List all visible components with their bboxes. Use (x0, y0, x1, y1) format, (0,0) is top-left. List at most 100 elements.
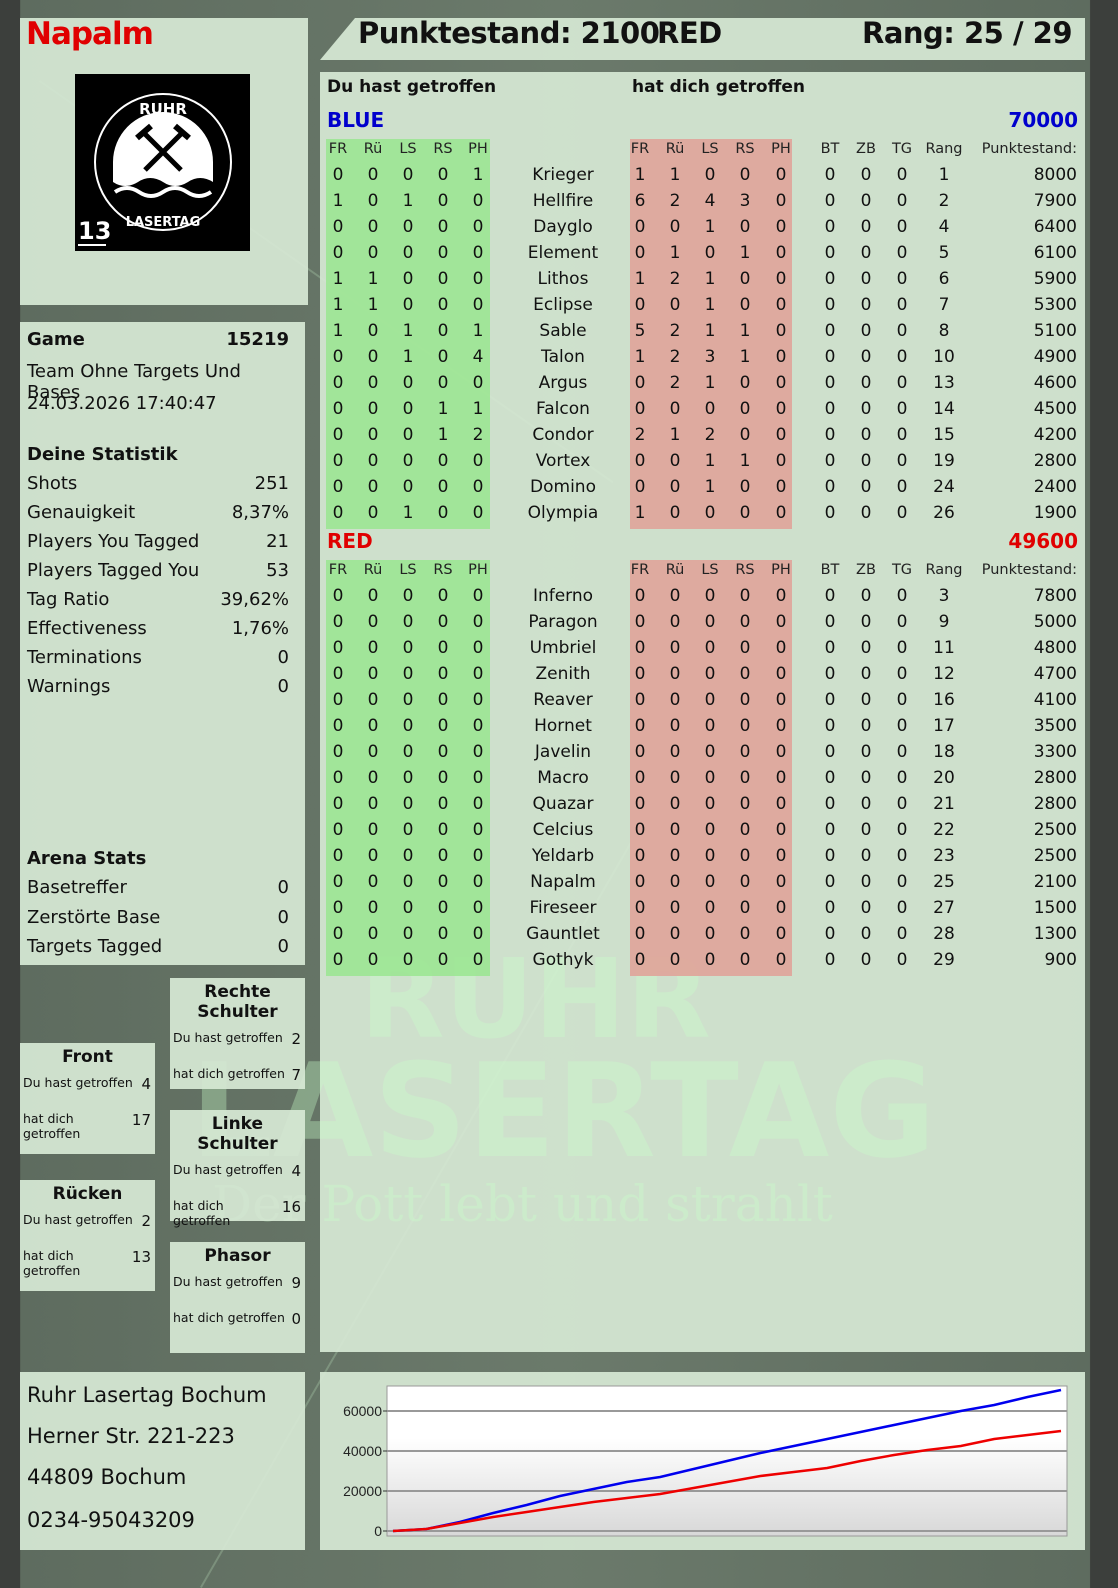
player-name: Paragon (503, 612, 623, 632)
you-hit-cell: 0 (358, 399, 388, 419)
you-hit-cell: 0 (428, 503, 458, 523)
player-name: Zenith (503, 664, 623, 684)
stat-label: Warnings (27, 676, 110, 697)
arena-label: Basetreffer (27, 877, 127, 898)
you-hit-cell: 4 (463, 347, 493, 367)
column-header-ZB: ZB (846, 141, 886, 157)
hit-you-cell: 0 (660, 612, 690, 632)
extra-cell: 0 (887, 586, 917, 606)
column-header-Rang: Rang (924, 141, 964, 157)
hit-you-cell: 0 (766, 165, 796, 185)
hit-you-cell: 0 (766, 373, 796, 393)
extra-cell: 0 (887, 269, 917, 289)
extra-cell: 0 (887, 898, 917, 918)
hit-you-cell: 0 (730, 612, 760, 632)
hit-you-cell: 0 (766, 872, 796, 892)
zone-you-hit-label: Du hast getroffen (173, 1030, 283, 1048)
you-hit-cell: 0 (393, 794, 423, 814)
player-rank: 9 (929, 612, 959, 632)
hit-you-cell: 0 (730, 872, 760, 892)
hit-you-cell: 0 (695, 612, 725, 632)
hit-you-cell: 1 (695, 217, 725, 237)
you-hit-cell: 0 (393, 638, 423, 658)
zone-title: Rechte Schulter (170, 982, 305, 1022)
extra-cell: 0 (815, 321, 845, 341)
you-hit-cell: 0 (463, 477, 493, 497)
you-hit-cell: 0 (428, 165, 458, 185)
hit-you-cell: 0 (695, 924, 725, 944)
hit-you-cell: 0 (766, 768, 796, 788)
you-hit-cell: 0 (358, 477, 388, 497)
player-rank: 6 (929, 269, 959, 289)
hit-you-cell: 0 (695, 950, 725, 970)
hit-you-cell: 0 (625, 742, 655, 762)
you-hit-cell: 0 (463, 898, 493, 918)
player-score: 4800 (967, 638, 1077, 658)
extra-cell: 0 (815, 451, 845, 471)
extra-cell: 0 (815, 191, 845, 211)
hit-you-cell: 2 (695, 425, 725, 445)
you-hit-cell: 0 (428, 191, 458, 211)
player-name: Talon (503, 347, 623, 367)
player-rank: 27 (929, 898, 959, 918)
extra-cell: 0 (887, 477, 917, 497)
column-header-score: Punktestand: (967, 141, 1077, 157)
svg-text:RUHR: RUHR (139, 100, 187, 118)
you-hit-cell: 0 (428, 924, 458, 944)
extra-cell: 0 (815, 217, 845, 237)
you-hit-cell: 0 (358, 846, 388, 866)
hit-you-cell: 0 (660, 794, 690, 814)
hit-you-cell: 0 (730, 373, 760, 393)
game-datetime-text: 24.03.2026 17:40:47 (27, 393, 217, 414)
zone-title: Rücken (20, 1184, 155, 1204)
extra-cell: 0 (851, 399, 881, 419)
extra-cell: 0 (887, 638, 917, 658)
you-hit-cell: 0 (323, 451, 353, 471)
you-hit-cell: 0 (358, 716, 388, 736)
player-score: 1500 (967, 898, 1077, 918)
hit-you-cell: 0 (660, 503, 690, 523)
player-name: Dayglo (503, 217, 623, 237)
you-hit-cell: 0 (393, 768, 423, 788)
extra-cell: 0 (887, 716, 917, 736)
you-hit-cell: 0 (393, 690, 423, 710)
player-name: Celcius (503, 820, 623, 840)
you-hit-cell: 0 (463, 690, 493, 710)
hit-you-cell: 0 (730, 399, 760, 419)
stat-label: Genauigkeit (27, 502, 135, 523)
hit-you-cell: 0 (730, 690, 760, 710)
you-hit-cell: 0 (323, 425, 353, 445)
extra-cell: 0 (851, 191, 881, 211)
hit-you-cell: 0 (695, 690, 725, 710)
hit-you-cell: 0 (766, 321, 796, 341)
hit-you-cell: 0 (625, 690, 655, 710)
player-rank: 23 (929, 846, 959, 866)
you-hit-cell: 0 (323, 399, 353, 419)
column-header-FR: FR (318, 141, 358, 157)
hit-you-cell: 2 (660, 373, 690, 393)
player-score: 2400 (967, 477, 1077, 497)
hit-you-cell: 2 (660, 269, 690, 289)
you-hit-cell: 0 (323, 503, 353, 523)
hit-you-cell: 0 (766, 638, 796, 658)
player-score: 2100 (967, 872, 1077, 892)
hit-you-cell: 0 (766, 477, 796, 497)
player-name: Umbriel (503, 638, 623, 658)
you-hit-cell: 0 (393, 924, 423, 944)
you-hit-cell: 0 (463, 269, 493, 289)
score-label: Punktestand: 2100 (358, 16, 659, 50)
team-total-score: 70000 (1008, 108, 1078, 132)
game-datetime: 24.03.2026 17:40:47 (27, 393, 289, 414)
you-hit-cell: 0 (463, 191, 493, 211)
hit-you-cell: 0 (625, 217, 655, 237)
hit-you-cell: 0 (730, 269, 760, 289)
you-hit-cell: 0 (358, 898, 388, 918)
extra-cell: 0 (887, 950, 917, 970)
zone-title: Phasor (170, 1246, 305, 1266)
you-hit-cell: 0 (463, 716, 493, 736)
player-rank: 7 (929, 295, 959, 315)
you-hit-cell: 0 (428, 586, 458, 606)
hit-you-cell: 0 (695, 716, 725, 736)
